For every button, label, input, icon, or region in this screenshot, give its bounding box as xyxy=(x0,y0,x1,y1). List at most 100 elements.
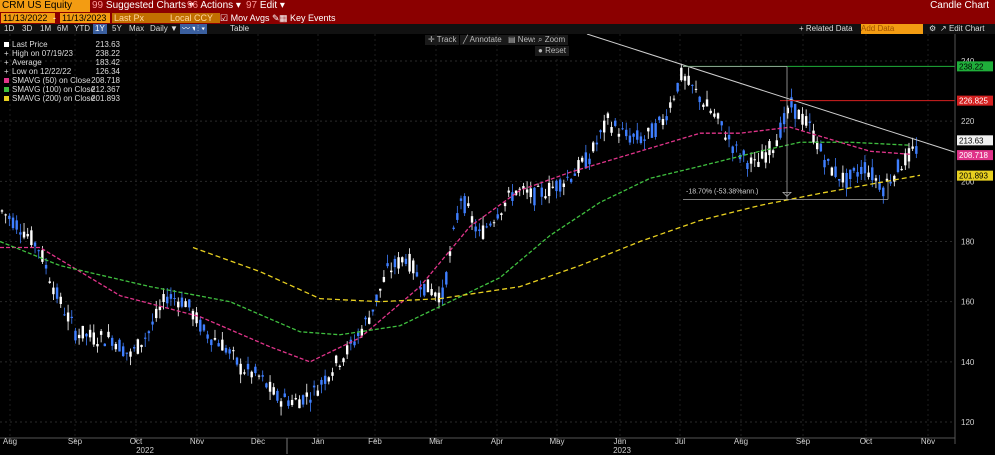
candle-body xyxy=(757,161,760,167)
price-tag-bg xyxy=(957,95,993,106)
legend-swatch xyxy=(4,96,9,101)
news-button[interactable]: ▤ News xyxy=(505,35,541,45)
period-1d[interactable]: 1D xyxy=(4,24,15,33)
candle-body xyxy=(628,135,632,143)
price-tag-label: 238.22 xyxy=(959,62,984,71)
zoom-button[interactable]: ⌕ Zoom xyxy=(535,35,569,45)
candle-body xyxy=(496,214,499,219)
candle-body xyxy=(99,331,103,335)
price-tag-bg xyxy=(957,135,993,146)
candle-body xyxy=(63,314,66,316)
mov-avgs-toggle[interactable]: ☑ Mov Avgs ✎ xyxy=(220,13,280,23)
candle-body xyxy=(665,116,668,121)
reset-button[interactable]: ● Reset xyxy=(535,46,569,56)
candle-body xyxy=(136,339,140,354)
period-1y[interactable]: 1Y xyxy=(93,24,107,34)
candle-body xyxy=(900,168,903,171)
track-button[interactable]: ✛ Track xyxy=(425,35,460,45)
actions-menu[interactable]: 96 Actions ▾ xyxy=(187,0,241,11)
related-data-button[interactable]: + Related Data xyxy=(799,24,853,33)
candle-body xyxy=(434,292,437,297)
x-axis: Aug Sep Oct Nov Dec Jan Feb Mar Apr May Jun Jul Aug S… xyxy=(0,437,955,455)
legend-swatch xyxy=(4,78,9,83)
add-data-input[interactable]: Add Data xyxy=(861,24,923,34)
candle-body xyxy=(650,123,654,138)
sma-50-line xyxy=(0,126,911,363)
candle-body xyxy=(683,76,687,81)
x-tick-label: Jun xyxy=(614,437,627,446)
x-tick-label: Feb xyxy=(368,437,382,446)
candle-body xyxy=(544,196,547,199)
candle-body xyxy=(485,226,488,228)
candle-body xyxy=(132,347,136,349)
candle-body xyxy=(849,169,852,180)
candle-body xyxy=(860,166,863,175)
security-input[interactable]: CRM US Equity xyxy=(0,0,90,12)
candle-body xyxy=(144,337,147,339)
chart-type-candle-button[interactable]: ⫶ ▾ xyxy=(195,24,208,34)
period-max[interactable]: Max xyxy=(129,24,145,33)
date-dash: - xyxy=(53,13,56,23)
candle-body xyxy=(246,363,250,370)
candle-body xyxy=(125,352,129,354)
candle-body xyxy=(856,172,859,177)
candle-body xyxy=(162,294,165,303)
candle-body xyxy=(871,167,874,181)
candle-body xyxy=(96,344,99,347)
settings-icon[interactable]: ⚙ xyxy=(929,24,937,33)
table-button[interactable]: Table xyxy=(230,24,250,33)
candle-body xyxy=(155,308,158,319)
price-tag-bg xyxy=(957,150,993,161)
annotation-label: -18.70% (-53.38%ann.) xyxy=(686,188,758,195)
frequency-select[interactable]: Daily ▼ xyxy=(150,24,178,33)
candle-body xyxy=(801,113,804,125)
candle-body xyxy=(724,137,727,140)
x-tick-label: Jul xyxy=(675,437,685,446)
key-events-toggle[interactable]: ▦ Key Events xyxy=(279,13,336,23)
candle-body xyxy=(33,242,37,247)
window-title: Candle Chart xyxy=(930,0,989,11)
candle-body xyxy=(177,301,180,308)
candle-body xyxy=(103,343,107,347)
candle-body xyxy=(419,287,422,290)
price-chart[interactable]: -18.70% (-53.38%ann.) 120 140 160 180 200 220… xyxy=(0,34,995,455)
candle-body xyxy=(19,232,22,235)
end-date-input[interactable]: 11/13/2023 xyxy=(60,13,110,23)
candle-body xyxy=(191,310,195,320)
candle-body xyxy=(845,172,848,189)
suggested-charts-menu[interactable]: 99 Suggested Charts ▾ xyxy=(92,0,194,11)
period-3d[interactable]: 3D xyxy=(22,24,33,33)
legend-item: SMAVG (100) on Close 212.367 xyxy=(4,85,120,94)
period-ytd[interactable]: YTD xyxy=(74,24,90,33)
candle-body xyxy=(547,182,551,197)
chart-type-line-button[interactable]: 〰 ▾ xyxy=(180,24,199,34)
period-1m[interactable]: 1M xyxy=(40,24,52,33)
candle-body xyxy=(261,375,264,377)
candle-body xyxy=(353,341,356,346)
edit-menu[interactable]: 97 Edit ▾ xyxy=(246,0,285,11)
period-6m[interactable]: 6M xyxy=(57,24,69,33)
field-select[interactable]: Last Px xyxy=(112,13,168,23)
candle-body xyxy=(283,393,286,398)
candles xyxy=(0,63,918,416)
annotate-button[interactable]: ╱ Annotate xyxy=(460,35,505,45)
candle-body xyxy=(566,176,569,178)
candle-body xyxy=(48,281,51,283)
candle-body xyxy=(243,372,246,374)
x-tick-label: Nov xyxy=(921,437,935,446)
candle-body xyxy=(184,301,187,308)
candle-body xyxy=(614,120,617,126)
candle-body xyxy=(672,98,676,100)
period-5y[interactable]: 5Y xyxy=(112,24,122,33)
candle-body xyxy=(456,213,459,220)
start-date-input[interactable]: 11/13/2022 xyxy=(1,13,55,23)
candle-body xyxy=(232,350,235,352)
candle-body xyxy=(489,223,492,226)
edit-chart-button[interactable]: ↗ Edit Chart xyxy=(940,24,985,33)
period-toolbar: 1D 3D 1M 6M YTD 1Y 5Y Max Daily ▼ 〰 ▾ ⫶ … xyxy=(0,24,995,34)
candle-body xyxy=(412,260,415,274)
sma-100-line xyxy=(0,141,911,336)
edit-chart-icon: ↗ xyxy=(940,24,947,33)
currency-select[interactable]: Local CCY xyxy=(168,13,220,23)
candle-body xyxy=(804,116,808,126)
